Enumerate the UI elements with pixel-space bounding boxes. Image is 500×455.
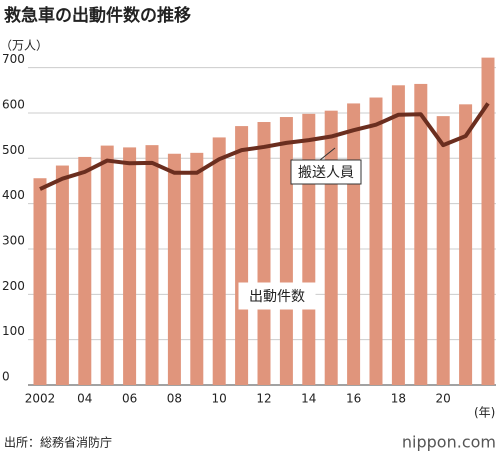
x-tick-label: 20 xyxy=(436,392,451,406)
bar xyxy=(212,137,226,385)
bar xyxy=(257,122,271,385)
bar xyxy=(369,97,383,385)
x-tick-label: 04 xyxy=(77,392,92,406)
chart-title: 救急車の出動件数の推移 xyxy=(4,5,191,26)
y-tick-label: 600 xyxy=(2,97,25,111)
x-tick-label: 08 xyxy=(167,392,182,406)
bar xyxy=(481,57,495,386)
y-tick-label: 200 xyxy=(2,279,25,293)
series-label: 出動件数 xyxy=(249,289,305,305)
x-tick-label: 16 xyxy=(346,392,361,406)
x-tick-label: 14 xyxy=(301,392,316,406)
bar xyxy=(167,153,181,385)
x-tick-label: 18 xyxy=(391,392,406,406)
label-box xyxy=(238,282,316,310)
bar xyxy=(302,113,316,386)
bar xyxy=(123,147,137,385)
y-tick-label: 500 xyxy=(2,143,25,157)
bar xyxy=(55,165,69,385)
bar xyxy=(347,103,361,386)
bar xyxy=(33,178,47,385)
brand: nippon.com xyxy=(402,433,496,452)
source: 出所：総務省消防庁 xyxy=(4,435,112,450)
x-tick-label: 2002 xyxy=(25,392,56,406)
label-box xyxy=(290,159,362,185)
x-unit: (年) xyxy=(474,406,495,420)
bar xyxy=(145,145,159,385)
y-tick-label: 0 xyxy=(2,370,10,384)
leader xyxy=(319,147,336,161)
bar xyxy=(459,104,473,385)
y-tick-label: 400 xyxy=(2,188,25,202)
bar xyxy=(436,116,450,386)
bar xyxy=(324,110,338,385)
bar xyxy=(391,85,405,385)
line xyxy=(39,102,490,191)
y-tick-label: 300 xyxy=(2,233,25,247)
bar xyxy=(279,117,293,385)
bar xyxy=(78,156,92,385)
x-tick-label: 10 xyxy=(212,392,227,406)
bar xyxy=(100,145,114,385)
bar xyxy=(414,83,428,385)
y-tick-label: 100 xyxy=(2,324,25,338)
bar xyxy=(235,126,249,386)
x-tick-label: 12 xyxy=(256,392,271,406)
x-tick-label: 06 xyxy=(122,392,137,406)
series-label: 搬送人員 xyxy=(298,165,354,181)
bar xyxy=(190,152,204,385)
y-tick-label: 700 xyxy=(2,52,25,66)
y-unit: （万人） xyxy=(0,39,48,53)
